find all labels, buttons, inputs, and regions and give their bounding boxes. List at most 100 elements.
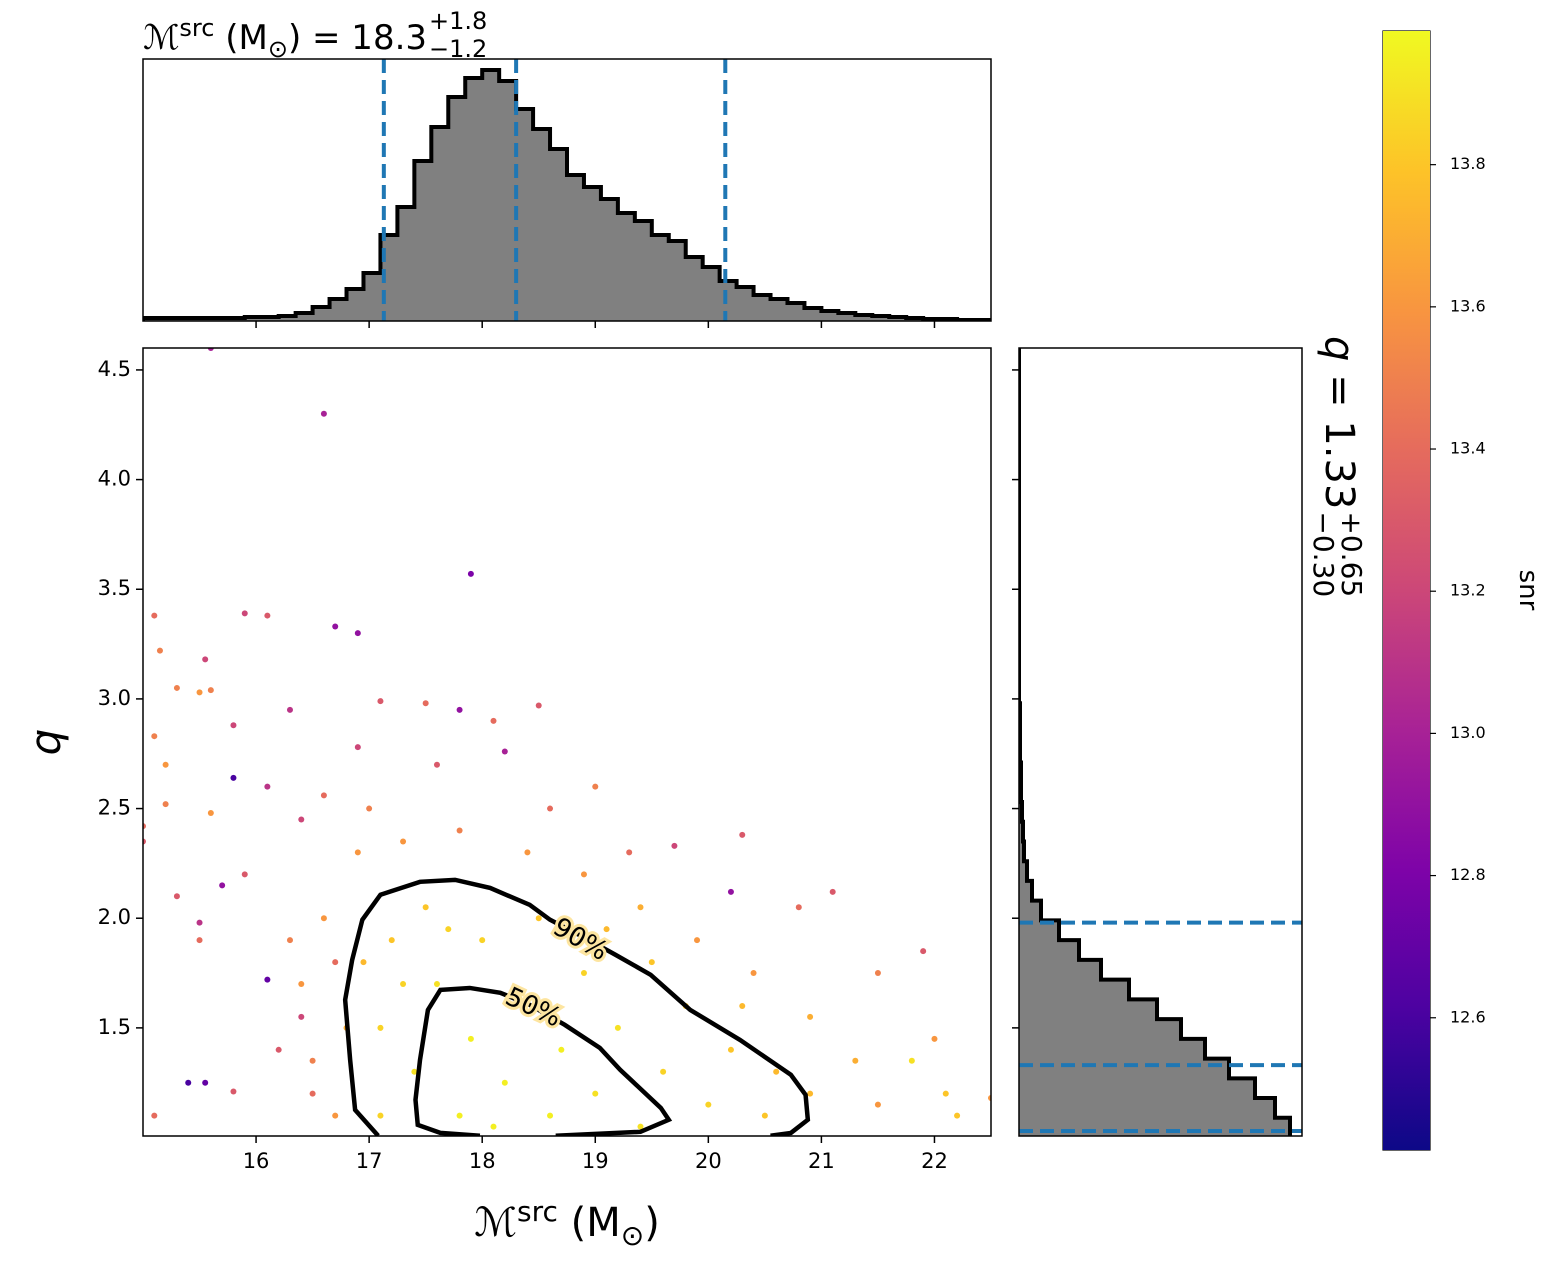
scatter-point: [852, 1057, 859, 1064]
histogram-bar: [719, 281, 738, 321]
histogram-bar: [1019, 1038, 1205, 1060]
scatter-point: [320, 915, 327, 922]
histogram-bar: [533, 129, 551, 321]
scatter-point: [196, 919, 203, 926]
scatter-point: [185, 1079, 192, 1086]
contour-label: 50%: [501, 982, 566, 1034]
scatter-point: [795, 904, 802, 911]
contour-line: [342, 877, 811, 1136]
histogram-bar: [753, 295, 772, 321]
y-tick-label: 3.5: [98, 576, 131, 600]
x-tick-label: 21: [808, 1149, 835, 1173]
colorbar-tick-label: 13.0: [1450, 723, 1486, 742]
scatter-point: [207, 687, 214, 694]
scatter-point: [942, 1090, 949, 1097]
histogram-bar: [770, 299, 788, 321]
x-tick-label: 22: [921, 1149, 948, 1173]
colorbar-label: snr: [1513, 570, 1543, 611]
scatter-point: [298, 816, 305, 823]
histogram-bar: [567, 175, 585, 321]
scatter-point: [807, 1013, 814, 1020]
histogram-bar: [1019, 920, 1059, 941]
scatter-point: [156, 647, 163, 654]
scatter-point: [626, 849, 633, 856]
x-tick-label: 16: [243, 1149, 270, 1173]
scatter-point: [535, 702, 542, 709]
histogram-bar: [736, 287, 755, 321]
scatter-point: [501, 1079, 508, 1086]
scatter-point: [501, 748, 508, 755]
histogram-bar: [278, 316, 297, 321]
x-tick-label: 20: [695, 1149, 722, 1173]
colorbar-tick-label: 13.2: [1450, 581, 1486, 600]
scatter-point: [920, 948, 927, 955]
scatter-point: [422, 904, 429, 911]
scatter-point: [173, 893, 180, 900]
scatter-point: [467, 570, 474, 577]
scatter-point: [162, 801, 169, 808]
top-histogram-plot: [143, 59, 991, 321]
histogram-bar: [600, 199, 619, 321]
scatter-point: [490, 717, 497, 724]
histogram-bar: [1019, 1098, 1275, 1119]
scatter-point: [286, 706, 293, 713]
scatter-point: [479, 937, 486, 944]
scatter-point: [320, 792, 327, 799]
scatter-point: [230, 774, 237, 781]
scatter-point: [433, 761, 440, 768]
histogram-bar: [414, 161, 432, 321]
x-label-unit: (M: [558, 1200, 621, 1246]
scatter-point: [298, 981, 305, 988]
histogram-bar: [482, 70, 500, 321]
scatter-point: [727, 888, 734, 895]
scatter-point: [513, 1002, 520, 1009]
histogram-bar: [1019, 861, 1027, 882]
right-histogram-plot: [1019, 348, 1302, 1136]
axes-frame: [1018, 347, 1303, 1137]
scatter-point: [874, 1101, 881, 1108]
scatter-point: [739, 1002, 746, 1009]
scatter-point: [433, 981, 440, 988]
histogram-bar: [617, 213, 636, 321]
scatter-point: [241, 610, 248, 617]
title-upper: +1.8: [429, 7, 487, 35]
scatter-point: [874, 970, 881, 977]
title-unit: (M: [214, 18, 267, 58]
histogram-bar: [787, 303, 805, 321]
histogram-bar: [855, 315, 873, 321]
y-tick-label: 4.5: [98, 357, 131, 381]
histogram-outline: [1019, 348, 1292, 1136]
y-tick-label: 2.5: [98, 796, 131, 820]
scatter-point: [354, 849, 361, 856]
scatter-point: [750, 970, 757, 977]
histogram-bar: [499, 81, 517, 321]
histogram-bar: [295, 313, 314, 321]
scatter-point: [286, 937, 293, 944]
scatter-point: [202, 1079, 209, 1086]
histogram-bar: [329, 299, 348, 321]
histogram-bar: [634, 221, 653, 321]
histogram-bar: [702, 267, 721, 321]
y-tick-label: 2.0: [98, 905, 131, 929]
y-tick-label: 1.5: [98, 1015, 131, 1039]
scatter-point: [660, 1068, 667, 1075]
histogram-bar: [1019, 880, 1032, 902]
scatter-point: [807, 1090, 814, 1097]
scatter-point: [954, 1112, 961, 1119]
x-tick-label: 18: [469, 1149, 496, 1173]
x-tick-label: 19: [582, 1149, 609, 1173]
scatter-point: [637, 904, 644, 911]
scatter-point: [151, 1112, 158, 1119]
axes-frame: [142, 58, 992, 322]
histogram-bar: [448, 97, 466, 321]
histogram-bar: [1019, 999, 1157, 1020]
title-lower: −1.2: [429, 35, 487, 63]
histogram-bar: [1019, 940, 1079, 961]
colorbar-tick-label: 13.6: [1450, 296, 1486, 315]
scatter-point: [298, 1013, 305, 1020]
scatter-point: [456, 1112, 463, 1119]
scatter-point: [241, 871, 248, 878]
scatter-point: [411, 1068, 418, 1075]
x-label-superscript: src: [517, 1195, 558, 1228]
